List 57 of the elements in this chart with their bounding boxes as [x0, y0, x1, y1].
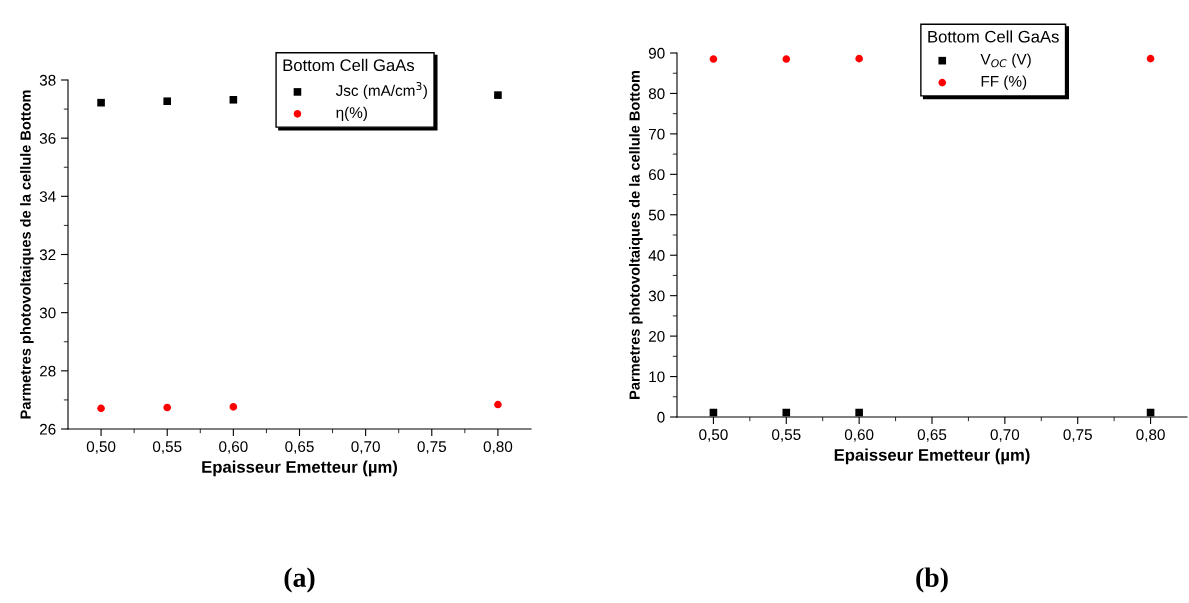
point: [855, 54, 863, 63]
y-tick-label: 70: [648, 128, 665, 140]
x-tick-label: 0,80: [483, 441, 513, 454]
y-tick-label: 32: [39, 249, 56, 261]
legend-label: FF (%): [981, 75, 1027, 90]
x-tick-label: 0,70: [990, 429, 1020, 442]
y-tick-label: 80: [648, 88, 665, 100]
y-tick-label: 0: [657, 411, 665, 423]
y-tick-label: 10: [649, 371, 665, 383]
legend-title: Bottom Cell GaAs: [283, 58, 415, 72]
y-tick-label: 90: [648, 47, 665, 59]
y-tick-label: 50: [648, 209, 665, 221]
point: [709, 55, 718, 63]
point: [229, 95, 238, 104]
point: [494, 400, 502, 409]
legend-title: Bottom Cell GaAs: [928, 30, 1059, 43]
text: (b): [916, 567, 948, 593]
point: [782, 55, 791, 63]
x-tick-label: 0,60: [844, 429, 874, 442]
legend-label: V$_{OC}$ (V): [980, 53, 1031, 68]
y-tick-label: 30: [39, 307, 56, 319]
x-tick-label: 0,75: [417, 441, 447, 454]
x-tick-label: 0,65: [285, 441, 314, 454]
y-tick-label: 30: [648, 290, 665, 302]
x-tick-label: 0,55: [152, 441, 182, 454]
x-tick-label: 0,50: [86, 441, 116, 454]
y-tick-label: 20: [648, 330, 665, 342]
y-tick-label: 40: [648, 250, 665, 261]
x-tick-label: 0,60: [219, 441, 248, 454]
point: [494, 91, 502, 99]
x-tick-label: 0,65: [917, 429, 947, 442]
x-axis-title: Epaisseur Emetteur (µm): [202, 460, 398, 477]
y-axis-title: Parmetres photovoltaiques de la cellule Bottom: [629, 70, 643, 399]
point: [855, 408, 863, 417]
x-tick-label: 0,50: [699, 429, 728, 442]
x-axis-title: Epaisseur Emetteur (µm): [834, 448, 1030, 465]
point: [229, 403, 238, 411]
point: [782, 408, 791, 417]
legend-label: η(%): [336, 106, 367, 122]
y-tick-label: 36: [39, 133, 56, 144]
y-tick-label: 26: [39, 423, 56, 435]
text: (a): [284, 567, 315, 593]
y-tick-label: 38: [39, 74, 56, 86]
y-tick-label: 60: [648, 169, 665, 181]
x-tick-label: 0,75: [1063, 429, 1092, 442]
point: [1146, 54, 1155, 63]
y-axis-title: Parmetres photovoltaiques de la cellule Bottom: [20, 90, 34, 419]
x-tick-label: 0,55: [772, 429, 801, 442]
point: [97, 98, 105, 107]
x-tick-label: 0,70: [351, 441, 380, 454]
legend-label: Jsc (mA/cm$^{3}$): [335, 82, 427, 99]
point: [163, 97, 172, 106]
y-tick-label: 34: [39, 191, 56, 203]
y-tick-label: 28: [39, 365, 56, 377]
point: [97, 404, 105, 413]
point: [163, 403, 172, 412]
x-tick-label: 0,80: [1136, 429, 1165, 442]
